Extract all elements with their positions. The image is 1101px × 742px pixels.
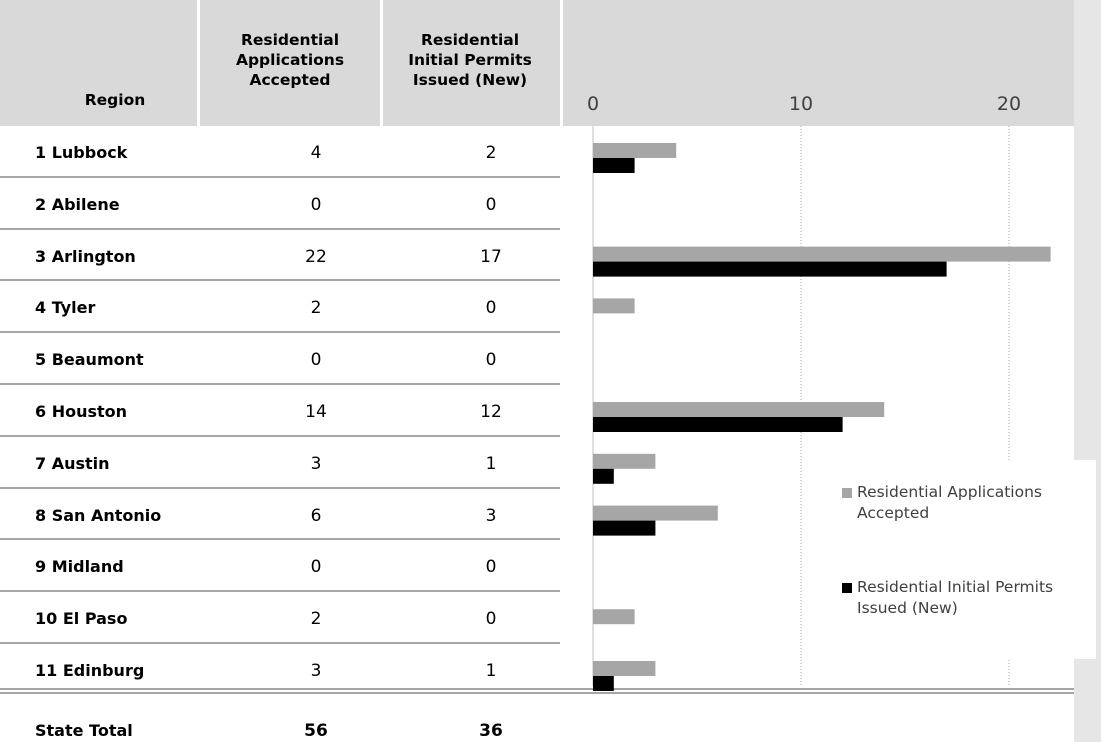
applications-cell: 0	[310, 350, 322, 371]
legend-label-applications: Residential Applications Accepted	[857, 483, 1042, 522]
permits-cell: 1	[485, 453, 497, 474]
permits-cell: 17	[480, 246, 502, 267]
permits-cell: 0	[485, 609, 497, 630]
region-cell: 11 Edinburg	[35, 661, 145, 680]
region-cell: 7 Austin	[35, 453, 110, 473]
region-cell: 4 Tyler	[35, 298, 96, 318]
applications-cell: 4	[310, 143, 322, 163]
applications-cell: 2	[310, 298, 322, 319]
legend-label-permits: Residential Initial Permits Issued (New)	[857, 578, 1054, 617]
permits-cell: 3	[485, 505, 497, 526]
chart-legend: Residential Applications Accepted Reside…	[824, 460, 1096, 659]
row-separator	[0, 434, 560, 437]
row-separator	[0, 538, 560, 541]
x-tick-label: 20	[997, 93, 1021, 115]
bar-permits	[593, 676, 614, 691]
bar-applications	[593, 143, 677, 158]
header-separator	[560, 0, 563, 126]
bar-permits	[593, 520, 656, 536]
region-cell: 9 Midland	[35, 557, 124, 577]
permits-cell: 0	[485, 194, 497, 215]
applications-cell: 6	[310, 505, 322, 526]
legend-item-permits: Residential Initial Permits Issued (New)	[842, 577, 1092, 619]
permits-cell: 0	[485, 298, 497, 319]
applications-cell: 2	[310, 609, 322, 630]
permits-cell: 2	[485, 143, 497, 163]
region-cell: 8 San Antonio	[35, 505, 162, 525]
total-double-line	[0, 688, 1074, 690]
header-separator	[197, 0, 200, 126]
row-separator	[0, 227, 560, 230]
bar-applications	[593, 661, 656, 676]
bar-applications	[593, 402, 885, 417]
applications-header: Residential Applications Accepted	[235, 31, 345, 89]
legend-swatch-permits	[842, 583, 852, 593]
x-tick-label: 10	[789, 93, 813, 115]
region-cell: 6 Houston	[35, 402, 128, 421]
bar-permits	[593, 468, 614, 484]
applications-cell: 0	[310, 194, 322, 215]
permits-header: Residential Initial Permits Issued (New)	[408, 31, 532, 89]
bar-permits	[593, 417, 843, 432]
bar-applications	[593, 246, 1051, 262]
row-separator	[0, 279, 560, 282]
bar-applications	[593, 609, 635, 625]
permits-cell: 0	[485, 557, 497, 578]
row-separator	[0, 383, 560, 385]
row-separator	[0, 590, 560, 593]
legend-item-applications: Residential Applications Accepted	[842, 482, 1092, 524]
bar-permits	[593, 261, 947, 277]
row-separator	[0, 486, 560, 489]
legend-swatch-applications	[842, 488, 852, 498]
total-double-line	[0, 692, 1074, 694]
applications-cell: 3	[310, 453, 322, 474]
row-separator	[0, 175, 560, 178]
bar-applications	[593, 453, 656, 469]
region-header: Region	[84, 91, 146, 109]
region-cell: 10 El Paso	[35, 609, 128, 629]
permits-cell: 0	[485, 350, 497, 371]
total-label: State Total	[35, 721, 133, 740]
bar-applications	[593, 298, 635, 314]
bar-permits	[593, 158, 635, 173]
bar-applications	[593, 505, 718, 521]
total-applications: 56	[304, 721, 328, 741]
applications-cell: 14	[305, 402, 327, 422]
applications-cell: 22	[305, 246, 327, 267]
applications-cell: 3	[310, 661, 322, 681]
table-header	[0, 0, 1074, 126]
region-cell: 2 Abilene	[35, 194, 120, 214]
total-permits: 36	[479, 721, 503, 741]
permits-cell: 12	[480, 402, 502, 422]
row-separator	[0, 642, 560, 644]
region-cell: 1 Lubbock	[35, 143, 128, 162]
row-separator	[0, 331, 560, 334]
header-separator	[380, 0, 383, 126]
region-cell: 3 Arlington	[35, 246, 136, 266]
region-cell: 5 Beaumont	[35, 350, 144, 370]
permits-cell: 1	[485, 661, 497, 681]
applications-cell: 0	[310, 557, 322, 578]
x-tick-label: 0	[587, 93, 599, 115]
